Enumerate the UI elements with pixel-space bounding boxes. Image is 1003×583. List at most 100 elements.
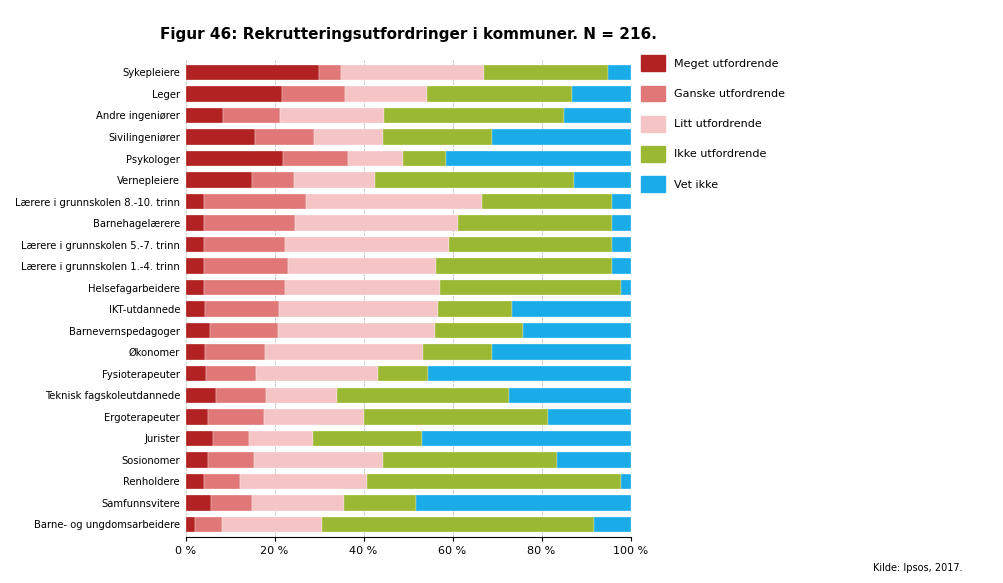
- Bar: [216, 388, 266, 403]
- Bar: [608, 65, 630, 80]
- Bar: [204, 215, 294, 231]
- Bar: [186, 194, 204, 209]
- Bar: [186, 129, 255, 145]
- Bar: [427, 86, 572, 101]
- Bar: [263, 409, 364, 424]
- Bar: [548, 409, 630, 424]
- Bar: [186, 108, 224, 123]
- Bar: [612, 194, 630, 209]
- Bar: [402, 151, 445, 166]
- Bar: [491, 345, 630, 360]
- Bar: [186, 323, 210, 339]
- Bar: [204, 237, 285, 252]
- Bar: [294, 215, 457, 231]
- Bar: [445, 151, 630, 166]
- Bar: [422, 345, 491, 360]
- Bar: [481, 194, 612, 209]
- Bar: [523, 323, 630, 339]
- Bar: [364, 409, 548, 424]
- Bar: [186, 517, 195, 532]
- Bar: [186, 345, 206, 360]
- Bar: [255, 129, 314, 145]
- Bar: [186, 237, 204, 252]
- Bar: [204, 280, 285, 296]
- Bar: [282, 86, 345, 101]
- Bar: [222, 517, 321, 532]
- Text: Kilde: Ipsos, 2017.: Kilde: Ipsos, 2017.: [873, 563, 962, 573]
- Bar: [186, 215, 204, 231]
- Bar: [195, 517, 222, 532]
- Bar: [377, 366, 428, 381]
- Bar: [435, 258, 612, 274]
- Bar: [186, 151, 283, 166]
- Bar: [573, 172, 630, 188]
- Bar: [186, 86, 282, 101]
- Bar: [186, 388, 216, 403]
- Bar: [287, 258, 435, 274]
- Bar: [206, 345, 265, 360]
- Bar: [186, 301, 206, 317]
- Bar: [210, 323, 278, 339]
- Bar: [337, 388, 509, 403]
- Bar: [186, 65, 319, 80]
- Bar: [285, 237, 448, 252]
- Bar: [621, 280, 630, 296]
- Bar: [252, 172, 294, 188]
- Bar: [211, 495, 252, 511]
- Bar: [224, 108, 280, 123]
- Bar: [256, 366, 377, 381]
- Legend: Meget utfordrende, Ganske utfordrende, Litt utfordrende, Ikke utfordrende, Vet i: Meget utfordrende, Ganske utfordrende, L…: [640, 55, 784, 192]
- Bar: [279, 301, 437, 317]
- Bar: [612, 258, 630, 274]
- Bar: [383, 129, 491, 145]
- Bar: [186, 495, 211, 511]
- Bar: [448, 237, 612, 252]
- Bar: [437, 301, 512, 317]
- Bar: [345, 86, 427, 101]
- Bar: [283, 151, 348, 166]
- Bar: [204, 258, 287, 274]
- Bar: [314, 129, 383, 145]
- Bar: [186, 452, 209, 468]
- Bar: [186, 366, 206, 381]
- Bar: [252, 495, 344, 511]
- Bar: [209, 452, 254, 468]
- Bar: [294, 172, 374, 188]
- Bar: [266, 388, 337, 403]
- Bar: [491, 129, 630, 145]
- Bar: [572, 86, 630, 101]
- Bar: [428, 366, 630, 381]
- Bar: [564, 108, 630, 123]
- Bar: [382, 452, 557, 468]
- Bar: [348, 151, 402, 166]
- Bar: [344, 495, 415, 511]
- Bar: [249, 431, 312, 446]
- Bar: [186, 258, 204, 274]
- Bar: [434, 323, 523, 339]
- Bar: [186, 473, 204, 489]
- Bar: [312, 431, 421, 446]
- Bar: [206, 366, 256, 381]
- Bar: [367, 473, 621, 489]
- Bar: [621, 473, 630, 489]
- Bar: [280, 108, 384, 123]
- Bar: [415, 495, 630, 511]
- Bar: [321, 517, 594, 532]
- Bar: [240, 473, 367, 489]
- Bar: [319, 65, 341, 80]
- Bar: [612, 215, 630, 231]
- Bar: [186, 431, 213, 446]
- Bar: [306, 194, 481, 209]
- Bar: [439, 280, 621, 296]
- Bar: [204, 194, 306, 209]
- Bar: [186, 409, 209, 424]
- Bar: [483, 65, 608, 80]
- Bar: [285, 280, 439, 296]
- Bar: [612, 237, 630, 252]
- Bar: [374, 172, 573, 188]
- Bar: [254, 452, 382, 468]
- Title: Figur 46: Rekrutteringsutfordringer i kommuner. N = 216.: Figur 46: Rekrutteringsutfordringer i ko…: [159, 27, 656, 41]
- Bar: [341, 65, 483, 80]
- Bar: [457, 215, 612, 231]
- Bar: [421, 431, 630, 446]
